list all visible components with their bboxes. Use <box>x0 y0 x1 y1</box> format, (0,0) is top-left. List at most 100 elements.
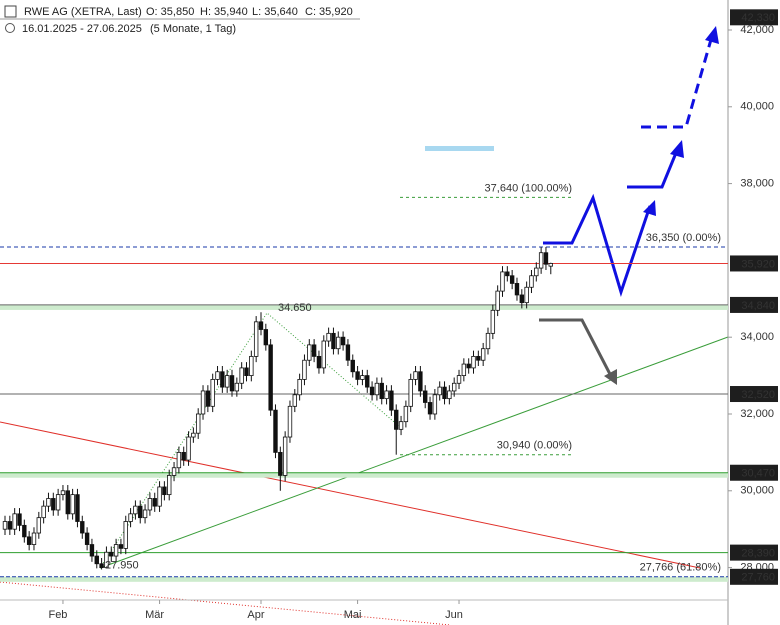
arrow-head <box>705 26 719 44</box>
scenario-arrow <box>539 318 614 379</box>
period: (5 Monate, 1 Tag) <box>150 23 236 35</box>
trend-line-red <box>0 421 701 569</box>
candle-body <box>167 475 172 496</box>
candle-body <box>176 451 182 469</box>
level-band <box>0 576 728 582</box>
candle-body <box>128 513 133 522</box>
candle-body <box>263 329 269 346</box>
target-zone <box>425 146 494 151</box>
candle-body <box>244 367 249 376</box>
x-tick-label: Mär <box>145 609 164 621</box>
candle-body <box>451 382 457 392</box>
y-tick-label: 34,000 <box>740 331 774 343</box>
candle-body <box>355 371 360 380</box>
level-label: 42,330 <box>741 12 775 24</box>
level-label: 30,470 <box>741 468 775 480</box>
fib-label: 30,940 (0.00%) <box>497 440 572 452</box>
level-label: 35,920 <box>741 258 775 270</box>
fib-label: 27,766 (61.80%) <box>640 561 721 573</box>
arrow-head <box>670 140 684 158</box>
level-label: 28,390 <box>741 548 775 560</box>
candle-body <box>65 490 70 515</box>
candle-body <box>389 390 394 411</box>
candle-body <box>413 371 418 380</box>
candle-body <box>524 286 529 304</box>
candle-body <box>152 498 157 507</box>
candle-body <box>249 355 254 376</box>
candle-body <box>186 436 191 461</box>
pattern-line <box>99 312 401 569</box>
candle-body <box>408 379 413 407</box>
ohlc-label: O: 35,850 <box>146 6 194 18</box>
fib-label: 36,350 (0.00%) <box>646 232 721 244</box>
x-tick-label: Feb <box>48 609 67 621</box>
x-tick-label: Jun <box>445 609 463 621</box>
candle-body <box>147 498 153 511</box>
candle-body <box>336 336 341 350</box>
level-label-box <box>730 296 778 313</box>
candle-body <box>26 536 32 545</box>
candle-body <box>70 494 75 515</box>
candle-body <box>220 371 225 388</box>
ohlc-label: L: 35,640 <box>252 6 298 18</box>
candle-body <box>374 382 380 396</box>
candle-body <box>109 551 114 557</box>
scenario-arrow <box>641 35 714 129</box>
candle-body <box>509 275 515 284</box>
candle-body <box>80 521 85 534</box>
candle-body <box>369 386 375 396</box>
candle-body <box>229 375 235 392</box>
candle-body <box>384 390 389 400</box>
candle-body <box>191 432 196 438</box>
level-label: 32,520 <box>741 389 775 401</box>
candle-body <box>447 390 452 400</box>
candle-body <box>94 555 99 565</box>
candle-body <box>480 348 486 361</box>
candle-body <box>142 509 148 519</box>
candle-body <box>162 486 167 496</box>
candle-body <box>210 379 215 407</box>
candle-body <box>461 363 467 376</box>
candle-body <box>548 263 553 267</box>
candle-body <box>418 371 423 392</box>
candle-body <box>321 340 326 369</box>
candle-body <box>99 563 104 568</box>
candle-body <box>543 252 549 265</box>
candle-body <box>514 283 520 296</box>
trend-line-red-dotted <box>0 581 451 625</box>
scenario-arrow <box>627 147 680 189</box>
header: RWE AG (XETRA, Last) O: 35,850 H: 35,940… <box>0 5 360 35</box>
candle-body <box>55 494 61 511</box>
candle-body <box>104 551 109 568</box>
candle-body <box>36 517 42 534</box>
ohlc-label: C: 35,920 <box>305 6 353 18</box>
candle-body <box>12 513 17 530</box>
scenario-arrow <box>543 193 652 297</box>
candle-body <box>297 379 302 396</box>
candle-body <box>495 290 500 311</box>
candle-body <box>326 332 331 342</box>
candle-body <box>340 336 346 346</box>
y-tick-label: 40,000 <box>740 101 774 113</box>
candle-body <box>519 294 525 304</box>
y-tick-label: 30,000 <box>740 485 774 497</box>
date-range: 16.01.2025 - 27.06.2025 <box>22 23 142 35</box>
candle-body <box>200 390 206 415</box>
candle-body <box>505 271 510 277</box>
candle-body <box>205 390 211 407</box>
level-label: 34,840 <box>741 300 775 312</box>
candle-body <box>398 421 404 430</box>
candle-body <box>51 498 56 511</box>
level-label-box <box>730 568 778 585</box>
level-band <box>0 472 728 478</box>
candle-body <box>46 498 51 507</box>
candle-body <box>157 486 162 507</box>
level-label: 27,760 <box>741 572 775 584</box>
candle-body <box>253 321 259 357</box>
level-band <box>0 304 728 310</box>
arrow-head <box>604 369 617 385</box>
candle-body <box>427 402 433 415</box>
candle-body <box>485 332 491 350</box>
candle-body <box>538 252 544 269</box>
